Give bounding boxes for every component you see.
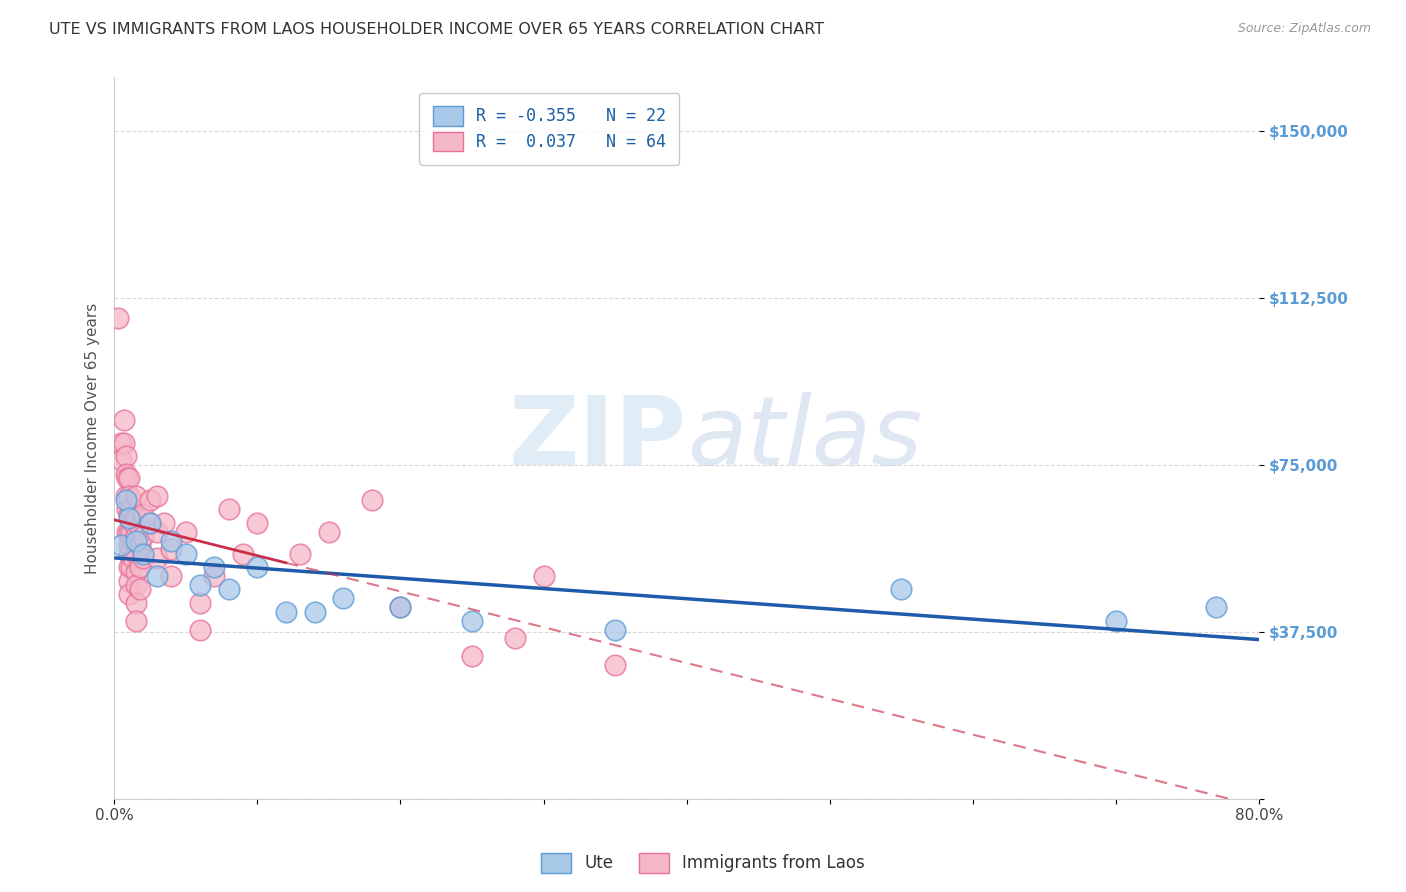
Point <box>117 560 139 574</box>
Point <box>117 524 139 539</box>
Point <box>139 516 162 530</box>
Point <box>132 529 155 543</box>
Point <box>124 596 146 610</box>
Legend: R = -0.355   N = 22, R =  0.037   N = 64: R = -0.355 N = 22, R = 0.037 N = 64 <box>419 93 679 165</box>
Point <box>160 542 183 557</box>
Point <box>124 529 146 543</box>
Point <box>174 547 197 561</box>
Point <box>146 489 169 503</box>
Point <box>117 538 139 552</box>
Point <box>112 413 135 427</box>
Point <box>114 467 136 481</box>
Point <box>121 533 143 548</box>
Point <box>318 524 340 539</box>
Point <box>605 623 627 637</box>
Point <box>129 560 152 574</box>
Point <box>110 435 132 450</box>
Point <box>110 453 132 467</box>
Point <box>107 310 129 325</box>
Point <box>112 435 135 450</box>
Point <box>129 538 152 552</box>
Point <box>129 582 152 597</box>
Point <box>153 516 176 530</box>
Legend: Ute, Immigrants from Laos: Ute, Immigrants from Laos <box>534 847 872 880</box>
Point <box>188 578 211 592</box>
Point <box>503 632 526 646</box>
Point <box>120 542 142 557</box>
Point <box>120 524 142 539</box>
Point <box>115 502 138 516</box>
Point <box>174 524 197 539</box>
Point <box>110 538 132 552</box>
Text: atlas: atlas <box>686 392 922 484</box>
Point <box>121 551 143 566</box>
Point <box>202 569 225 583</box>
Point <box>605 658 627 673</box>
Point <box>274 605 297 619</box>
Point <box>121 516 143 530</box>
Point <box>117 511 139 525</box>
Point <box>124 547 146 561</box>
Point <box>232 547 254 561</box>
Point <box>160 569 183 583</box>
Point <box>115 524 138 539</box>
Text: Source: ZipAtlas.com: Source: ZipAtlas.com <box>1237 22 1371 36</box>
Point <box>218 502 240 516</box>
Point <box>188 596 211 610</box>
Point <box>114 493 136 508</box>
Point <box>115 471 138 485</box>
Point <box>218 582 240 597</box>
Point <box>146 524 169 539</box>
Point <box>461 649 484 664</box>
Point <box>124 511 146 525</box>
Point <box>132 551 155 566</box>
Point <box>890 582 912 597</box>
Point <box>117 547 139 561</box>
Point <box>461 614 484 628</box>
Point <box>117 489 139 503</box>
Point <box>117 471 139 485</box>
Point <box>290 547 312 561</box>
Point <box>114 489 136 503</box>
Point <box>304 605 326 619</box>
Point <box>533 569 555 583</box>
Point <box>114 449 136 463</box>
Point <box>124 489 146 503</box>
Point <box>188 623 211 637</box>
Point <box>246 560 269 574</box>
Point <box>1205 600 1227 615</box>
Text: UTE VS IMMIGRANTS FROM LAOS HOUSEHOLDER INCOME OVER 65 YEARS CORRELATION CHART: UTE VS IMMIGRANTS FROM LAOS HOUSEHOLDER … <box>49 22 824 37</box>
Point <box>120 560 142 574</box>
Y-axis label: Householder Income Over 65 years: Householder Income Over 65 years <box>86 302 100 574</box>
Point <box>146 551 169 566</box>
Point <box>117 574 139 588</box>
Point <box>202 560 225 574</box>
Point <box>124 614 146 628</box>
Point <box>389 600 412 615</box>
Point <box>332 591 354 606</box>
Point <box>1105 614 1128 628</box>
Point <box>129 520 152 534</box>
Point <box>124 578 146 592</box>
Text: ZIP: ZIP <box>509 392 686 484</box>
Point <box>139 516 162 530</box>
Point <box>146 569 169 583</box>
Point <box>117 587 139 601</box>
Point <box>132 507 155 521</box>
Point <box>360 493 382 508</box>
Point <box>117 507 139 521</box>
Point <box>120 502 142 516</box>
Point <box>160 533 183 548</box>
Point <box>389 600 412 615</box>
Point <box>139 493 162 508</box>
Point <box>124 565 146 579</box>
Point <box>124 533 146 548</box>
Point <box>246 516 269 530</box>
Point <box>132 547 155 561</box>
